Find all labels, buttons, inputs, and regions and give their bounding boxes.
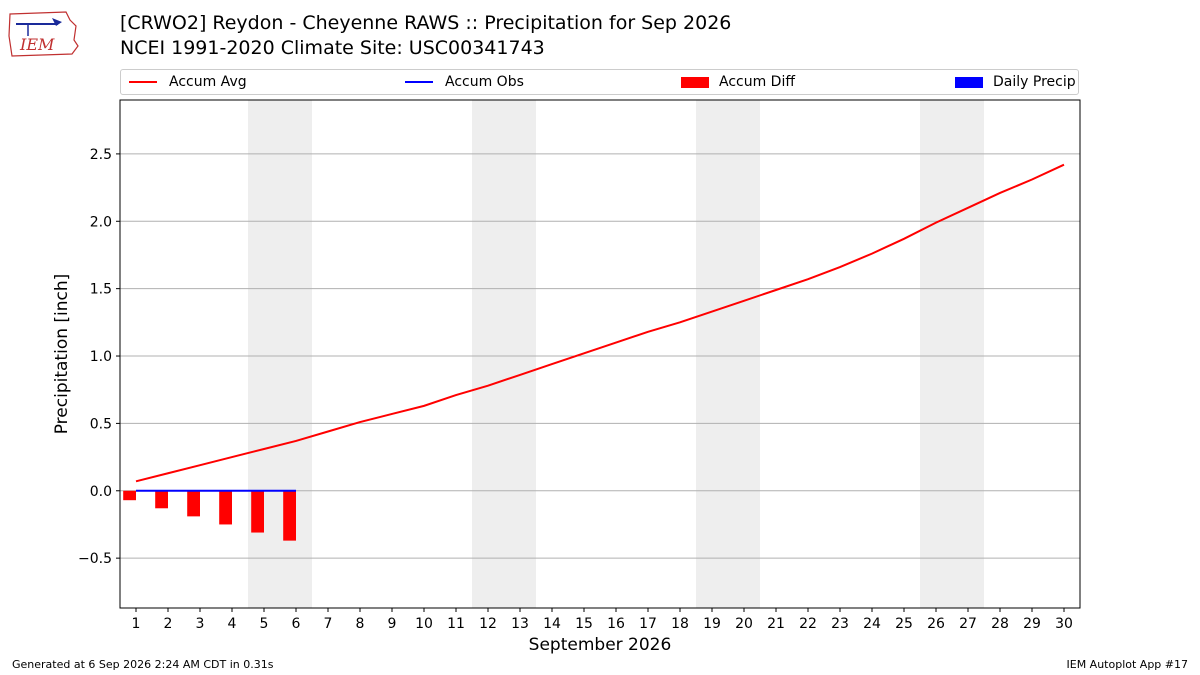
x-axis-label: September 2026 xyxy=(529,635,672,655)
footer-generated: Generated at 6 Sep 2026 2:24 AM CDT in 0… xyxy=(12,658,274,671)
chart-legend: Accum Avg Accum Obs Accum Diff Daily Pre… xyxy=(120,69,1079,95)
accum-diff-bar xyxy=(155,490,168,509)
legend-swatch xyxy=(129,81,157,83)
x-tick-label: 15 xyxy=(575,616,593,632)
accum-avg-line xyxy=(135,163,1065,483)
x-tick-label: 28 xyxy=(991,616,1009,632)
x-tick-label: 6 xyxy=(292,616,301,632)
x-tick-label: 14 xyxy=(543,616,561,632)
x-tick-label: 5 xyxy=(260,616,269,632)
accum-diff-bar xyxy=(123,490,136,501)
x-tick-label: 25 xyxy=(895,616,913,632)
y-tick-label: 1.0 xyxy=(90,349,112,365)
legend-label: Daily Precip xyxy=(993,74,1076,90)
x-tick-label: 13 xyxy=(511,616,529,632)
chart-subtitle: NCEI 1991-2020 Climate Site: USC00341743 xyxy=(120,37,545,59)
x-tick-label: 19 xyxy=(703,616,721,632)
legend-swatch xyxy=(681,76,709,88)
accum-diff-bar xyxy=(283,490,296,541)
x-tick-label: 4 xyxy=(228,616,237,632)
x-tick-label: 9 xyxy=(388,616,397,632)
weekend-band xyxy=(472,100,536,608)
legend-swatch xyxy=(405,81,433,83)
y-tick-label: 1.5 xyxy=(90,282,112,298)
legend-item-daily-precip: Daily Precip xyxy=(955,74,1076,90)
legend-item-accum-avg: Accum Avg xyxy=(129,74,247,90)
accum-diff-bar xyxy=(187,490,200,517)
x-tick-label: 16 xyxy=(607,616,625,632)
x-tick-label: 23 xyxy=(831,616,849,632)
y-tick-label: 0.5 xyxy=(90,416,112,432)
x-tick-label: 2 xyxy=(164,616,173,632)
x-tick-label: 22 xyxy=(799,616,817,632)
logo-text: IEM xyxy=(19,35,55,54)
x-tick-label: 10 xyxy=(415,616,433,632)
y-tick-label: −0.5 xyxy=(78,551,112,567)
x-tick-label: 24 xyxy=(863,616,881,632)
accum-diff-bar xyxy=(251,490,264,533)
y-tick-label: 0.0 xyxy=(90,484,112,500)
x-tick-label: 3 xyxy=(196,616,205,632)
x-tick-label: 20 xyxy=(735,616,753,632)
legend-item-accum-obs: Accum Obs xyxy=(405,74,524,90)
plot-frame xyxy=(119,99,1081,609)
x-tick-label: 21 xyxy=(767,616,785,632)
y-axis-label: Precipitation [inch] xyxy=(52,274,72,435)
x-tick-label: 12 xyxy=(479,616,497,632)
x-tick-label: 17 xyxy=(639,616,657,632)
x-tick-label: 27 xyxy=(959,616,977,632)
x-tick-label: 1 xyxy=(132,616,141,632)
x-tick-label: 11 xyxy=(447,616,465,632)
weekend-band xyxy=(696,100,760,608)
legend-item-accum-diff: Accum Diff xyxy=(681,74,795,90)
x-tick-label: 7 xyxy=(324,616,333,632)
x-tick-label: 30 xyxy=(1055,616,1073,632)
legend-label: Accum Avg xyxy=(169,74,247,90)
legend-label: Accum Obs xyxy=(445,74,524,90)
accum-diff-bar xyxy=(219,490,232,525)
footer-app: IEM Autoplot App #17 xyxy=(1066,658,1189,671)
iem-logo: IEM xyxy=(8,11,79,57)
weekend-band xyxy=(920,100,984,608)
x-tick-label: 29 xyxy=(1023,616,1041,632)
y-tick-label: 2.0 xyxy=(90,214,112,230)
x-tick-label: 8 xyxy=(356,616,365,632)
legend-swatch xyxy=(955,76,983,88)
x-tick-label: 18 xyxy=(671,616,689,632)
chart-title: [CRWO2] Reydon - Cheyenne RAWS :: Precip… xyxy=(120,12,732,34)
y-tick-label: 2.5 xyxy=(90,147,112,163)
legend-label: Accum Diff xyxy=(719,74,796,90)
x-tick-label: 26 xyxy=(927,616,945,632)
